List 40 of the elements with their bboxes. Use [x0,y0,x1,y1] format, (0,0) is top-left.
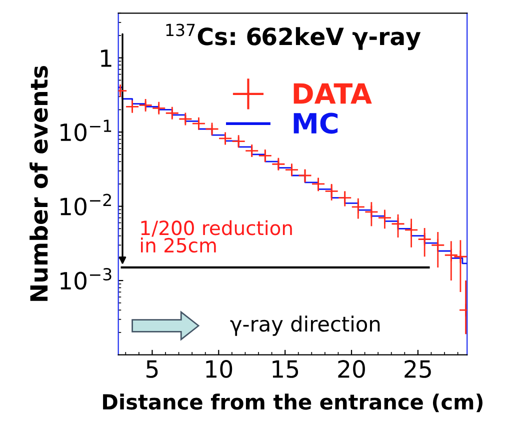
point [192,116,206,131]
x-tick-label: 10 [206,360,232,378]
legend-label: DATA [294,83,372,104]
point [232,134,246,148]
point [178,112,192,126]
x-tick-label: 20 [338,360,365,378]
point [454,250,468,264]
annotation: γ-ray direction [230,316,380,336]
point [138,98,153,112]
text: $^{137}$Cs: 662keV γ-ray [166,24,421,50]
point [152,101,166,116]
point [298,168,312,182]
point [218,132,232,146]
point [418,232,432,246]
point [125,100,140,114]
y-axis-title: Number of events [30,66,48,301]
y-tick-label: 10$^{−3}$ [60,268,112,290]
point [378,210,392,225]
point [311,177,326,191]
point [165,106,180,120]
point [244,144,259,158]
point [364,204,378,219]
point [444,248,458,262]
ref-line-label: 1/200 reduction in 25cm [141,220,292,253]
point [404,223,418,237]
point [284,162,299,177]
x-tick-label: 5 [146,360,158,378]
point [324,184,339,198]
point [258,148,272,163]
point [205,122,219,136]
x-tick-label: 15 [272,360,298,378]
point [430,238,445,252]
y-tick-label: 1 [101,50,112,67]
legend-label: MC [294,112,338,134]
point [271,157,286,172]
point [338,190,352,205]
y-tick-label: 10$^{−1}$ [60,120,112,142]
x-axis-title: Distance from the entrance (cm) [103,394,482,412]
y-tick-label: 10$^{−2}$ [60,194,111,216]
x-tick-label: 25 [404,360,431,378]
